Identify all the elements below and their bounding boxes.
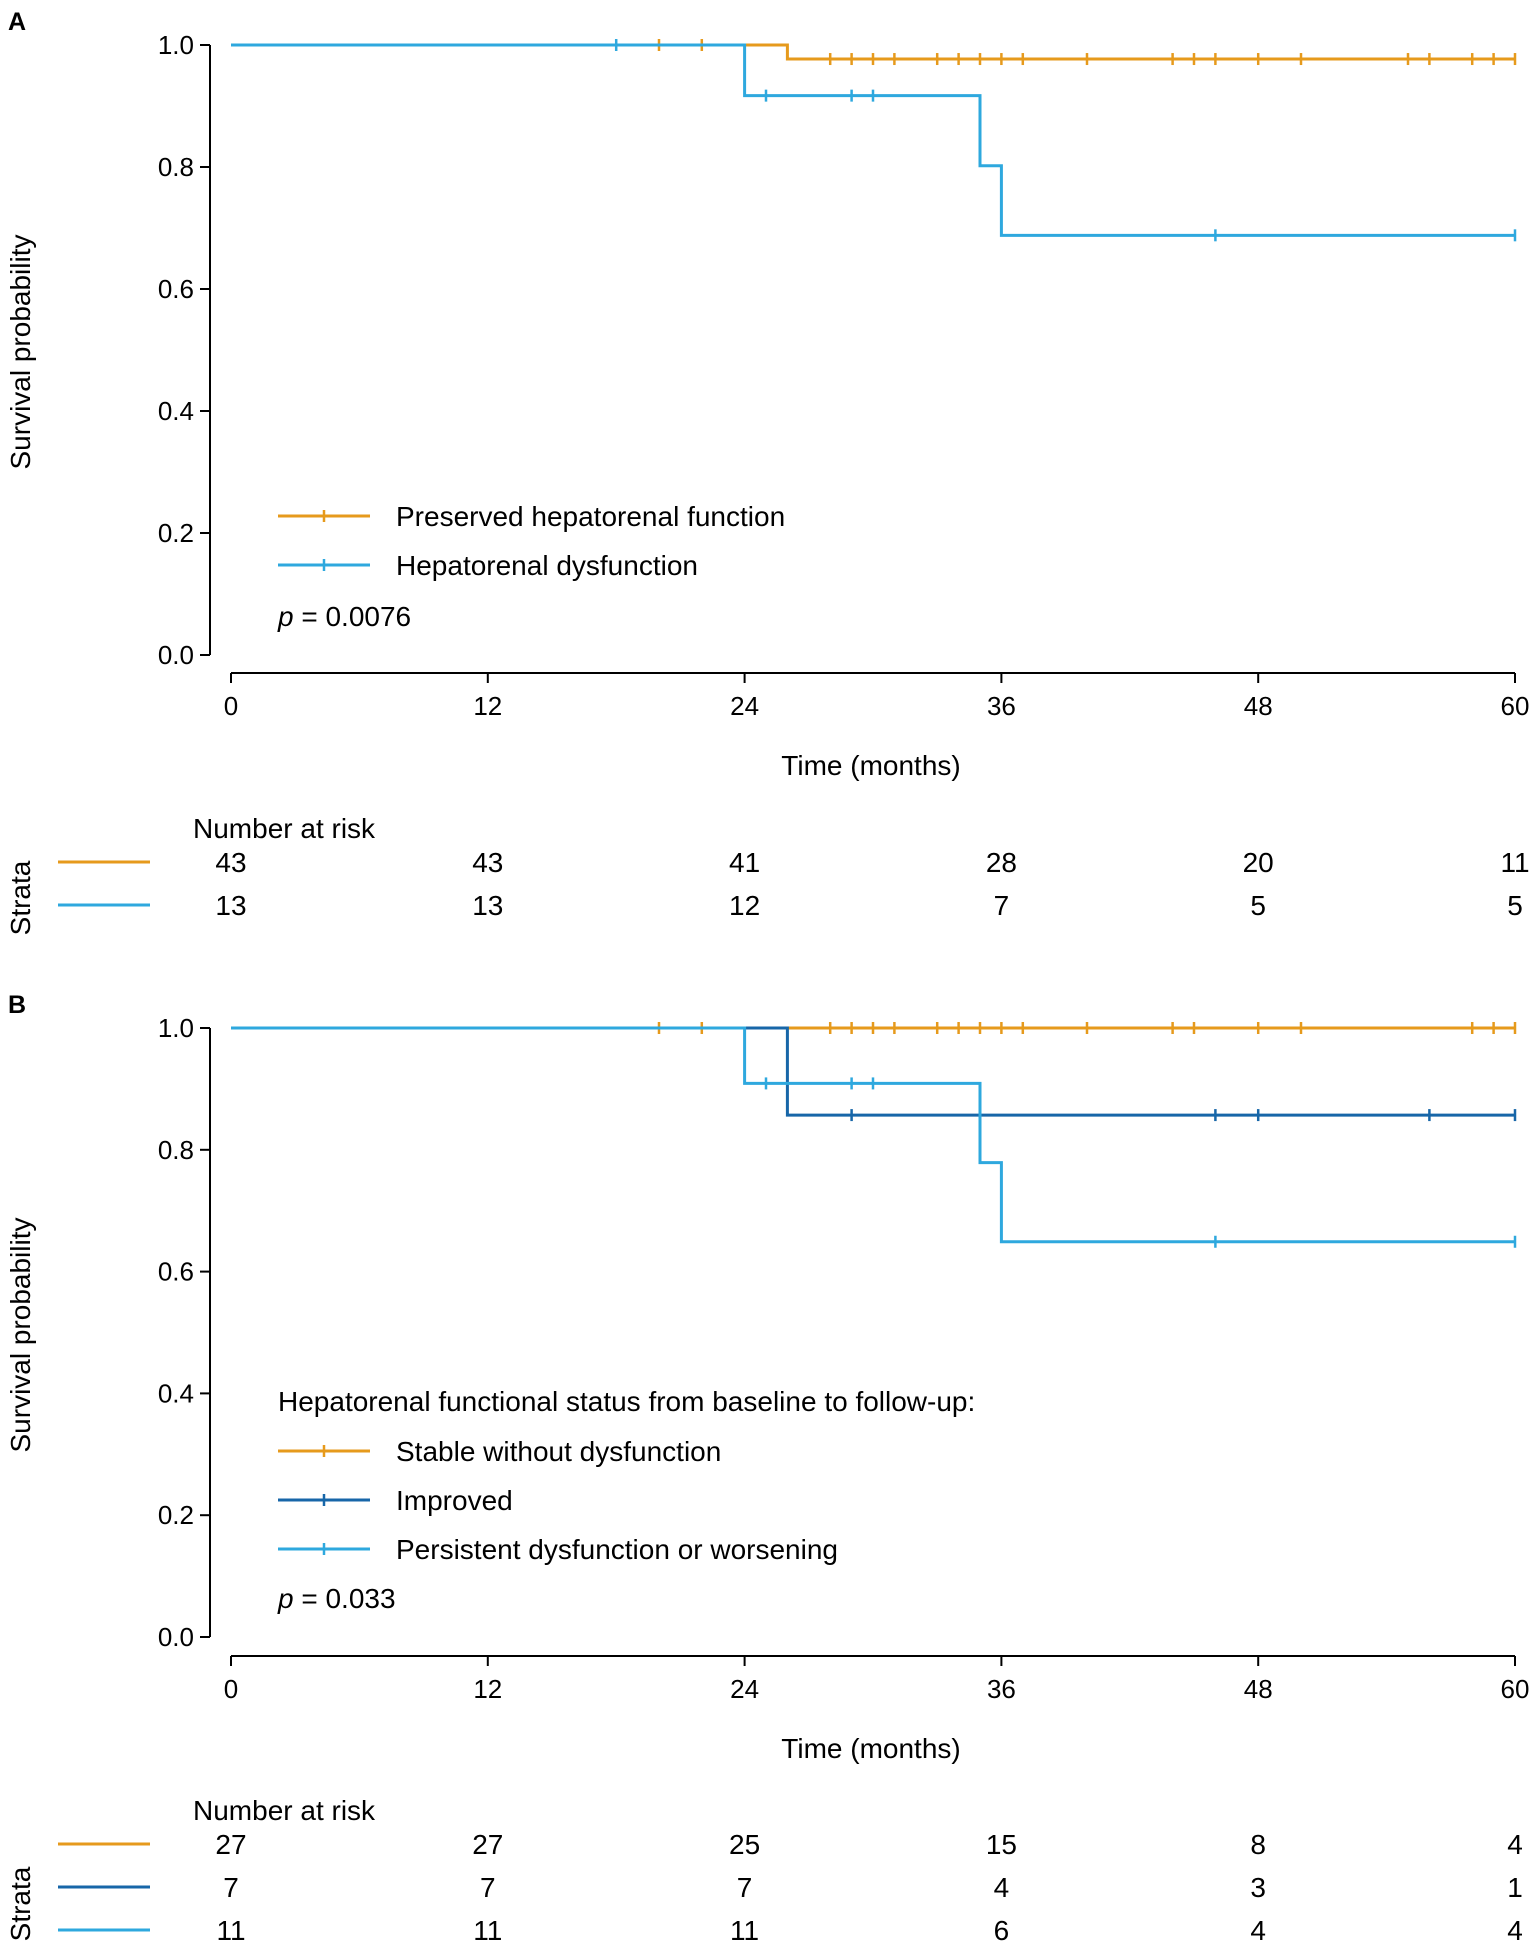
y-tick-label: 0.6 <box>158 1257 194 1287</box>
panel-label: A <box>8 8 26 36</box>
risk-count: 27 <box>472 1829 503 1860</box>
p-symbol: p <box>277 601 294 632</box>
survival-curve-dark-blue <box>231 1026 1515 1117</box>
risk-count: 25 <box>729 1829 760 1860</box>
legend-title: Hepatorenal functional status from basel… <box>278 1386 975 1417</box>
p-value: p = 0.0076 <box>277 601 411 632</box>
panel-a: A Survival probability 0.0 0.2 0.4 0.6 0.8 1.… <box>5 8 1530 935</box>
y-tick-label: 0.2 <box>158 518 194 548</box>
risk-count: 4 <box>1507 1829 1523 1860</box>
legend-label: Stable without dysfunction <box>396 1436 721 1467</box>
risk-count: 43 <box>215 847 246 878</box>
risk-count: 4 <box>994 1872 1010 1903</box>
risk-count: 5 <box>1250 890 1266 921</box>
legend: Hepatorenal functional status from basel… <box>277 1386 975 1614</box>
risk-count: 7 <box>994 890 1010 921</box>
x-tick-label: 24 <box>730 1674 759 1704</box>
x-tick-label: 60 <box>1501 691 1530 721</box>
x-tick-label: 36 <box>987 1674 1016 1704</box>
plot-area: 0.0 0.2 0.4 0.6 0.8 1.0 0 12 24 36 48 60 <box>158 30 1530 721</box>
risk-count: 1 <box>1507 1872 1523 1903</box>
risk-count: 4 <box>1507 1915 1523 1946</box>
strata-label: Strata <box>5 860 36 935</box>
y-tick-label: 0.6 <box>158 274 194 304</box>
survival-curve-light-blue <box>231 43 1515 237</box>
risk-table-title: Number at risk <box>193 1795 376 1826</box>
y-tick-label: 0.4 <box>158 1378 194 1408</box>
y-tick-label: 1.0 <box>158 30 194 60</box>
y-tick-label: 0.0 <box>158 640 194 670</box>
risk-count: 11 <box>216 1915 245 1946</box>
x-tick-label: 0 <box>224 1674 238 1704</box>
risk-count: 13 <box>472 890 503 921</box>
risk-table-title: Number at risk <box>193 813 376 844</box>
p-value-text: = 0.0076 <box>294 601 412 632</box>
x-tick-label: 36 <box>987 691 1016 721</box>
risk-count: 13 <box>215 890 246 921</box>
risk-count: 3 <box>1250 1872 1266 1903</box>
panel-label: B <box>8 991 26 1019</box>
risk-count: 7 <box>480 1872 496 1903</box>
risk-table: Number at risk Strata 43 43 41 28 20 11 13 13 12… <box>5 813 1530 935</box>
risk-count: 6 <box>994 1915 1010 1946</box>
risk-count: 11 <box>473 1915 502 1946</box>
y-tick-label: 0.2 <box>158 1500 194 1530</box>
risk-count: 5 <box>1507 890 1523 921</box>
risk-count: 12 <box>729 890 760 921</box>
x-axis-title: Time (months) <box>781 750 960 781</box>
x-tick-label: 12 <box>473 1674 502 1704</box>
risk-count: 43 <box>472 847 503 878</box>
legend-label: Persistent dysfunction or worsening <box>396 1534 838 1565</box>
risk-count: 11 <box>1500 847 1529 878</box>
plot-area: 0.0 0.2 0.4 0.6 0.8 1.0 0 12 24 36 48 60 <box>158 1013 1530 1704</box>
x-tick-label: 12 <box>473 691 502 721</box>
x-tick-label: 24 <box>730 691 759 721</box>
y-tick-label: 0.8 <box>158 152 194 182</box>
risk-count: 15 <box>986 1829 1017 1860</box>
y-tick-label: 0.8 <box>158 1135 194 1165</box>
risk-table: Number at risk Strata 27 27 25 15 8 47 7 7 4 3 111… <box>5 1795 1523 1946</box>
risk-count: 28 <box>986 847 1017 878</box>
risk-count: 41 <box>729 847 760 878</box>
panel-b: B Survival probability 0.0 0.2 0.4 0.6 0.8 1.… <box>5 991 1529 1946</box>
x-tick-label: 0 <box>224 691 238 721</box>
legend: Preserved hepatorenal function Hepatorena… <box>277 501 785 632</box>
y-axis-title: Survival probability <box>5 1218 36 1453</box>
p-value-text: = 0.033 <box>294 1583 396 1614</box>
risk-count: 20 <box>1243 847 1274 878</box>
legend-label: Hepatorenal dysfunction <box>396 550 698 581</box>
risk-count: 7 <box>223 1872 239 1903</box>
x-tick-label: 60 <box>1501 1674 1530 1704</box>
risk-count: 7 <box>737 1872 753 1903</box>
p-value: p = 0.033 <box>277 1583 396 1614</box>
y-tick-label: 0.0 <box>158 1622 194 1652</box>
x-tick-label: 48 <box>1244 1674 1273 1704</box>
risk-count: 8 <box>1250 1829 1266 1860</box>
p-symbol: p <box>277 1583 294 1614</box>
x-axis-title: Time (months) <box>781 1733 960 1764</box>
y-axis-title: Survival probability <box>5 235 36 470</box>
risk-count: 11 <box>730 1915 759 1946</box>
y-tick-label: 0.4 <box>158 396 194 426</box>
legend-label: Improved <box>396 1485 513 1516</box>
strata-label: Strata <box>5 1866 36 1941</box>
risk-count: 4 <box>1250 1915 1266 1946</box>
legend-label: Preserved hepatorenal function <box>396 501 785 532</box>
survival-curve-light-blue <box>231 1026 1515 1244</box>
risk-count: 27 <box>215 1829 246 1860</box>
x-tick-label: 48 <box>1244 691 1273 721</box>
y-tick-label: 1.0 <box>158 1013 194 1043</box>
